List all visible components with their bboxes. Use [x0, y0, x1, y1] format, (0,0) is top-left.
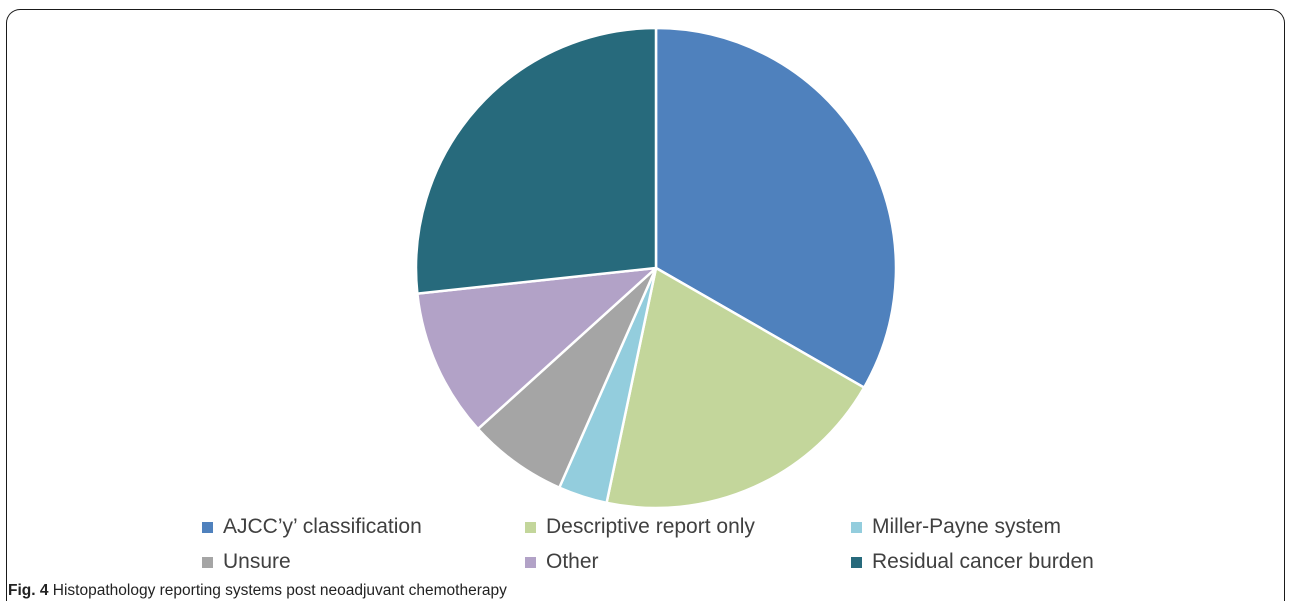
pie-slice	[416, 266, 658, 431]
pie-slice	[414, 26, 658, 295]
pie-slice	[654, 26, 898, 389]
caption-label: Fig. 4	[8, 582, 49, 599]
pie-slice	[605, 266, 866, 510]
figure-caption: Fig. 4 Histopathology reporting systems …	[8, 582, 507, 600]
figure-frame	[6, 9, 1285, 601]
caption-text: Histopathology reporting systems post ne…	[52, 582, 507, 599]
